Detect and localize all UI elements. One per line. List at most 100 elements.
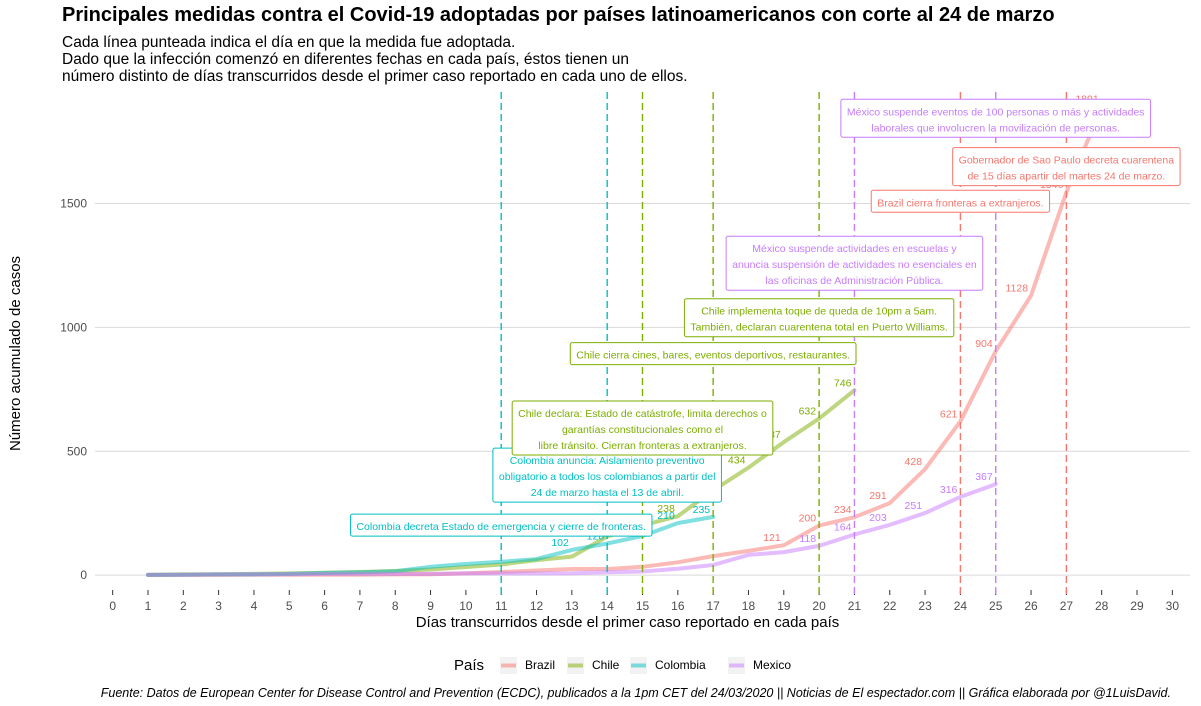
annotation-text-2-0: Chile declara: Estado de catástrofe, lim… — [518, 408, 767, 420]
data-label-colombia-17: 235 — [693, 504, 711, 516]
data-label-chile-21: 746 — [834, 377, 852, 389]
annotation-text-8-1: laborales que involucren la movilización… — [871, 122, 1120, 134]
y-tick-label-500: 500 — [67, 444, 87, 458]
x-tick-label-7: 7 — [357, 599, 364, 613]
annotation-2: Chile declara: Estado de catástrofe, lim… — [511, 400, 774, 456]
annotation-box-2 — [511, 400, 774, 456]
x-tick-label-18: 18 — [742, 599, 756, 613]
x-tick-label-6: 6 — [321, 599, 328, 613]
x-tick-label-22: 22 — [883, 599, 897, 613]
annotation-text-2-1: garantías constitucionales como el — [562, 424, 723, 436]
y-tick-label-0: 0 — [80, 568, 87, 582]
annotation-text-4-1: También, declaran cuarentena total en Pu… — [690, 322, 947, 334]
data-label-brazil-24: 621 — [940, 408, 958, 420]
data-label-colombia-13: 102 — [551, 537, 569, 549]
annotation-text-7-1: de 15 días apartir del martes 24 de marz… — [967, 171, 1165, 183]
annotation-1: Colombia anuncia: Aislamiento preventivo… — [492, 447, 722, 503]
annotation-box-5 — [725, 235, 984, 291]
annotation-box-7 — [952, 147, 1181, 187]
annotation-3: Chile cierra cines, bares, eventos depor… — [569, 342, 857, 366]
annotation-text-2-2: libre tránsito. Cierran fronteras a extr… — [538, 440, 746, 452]
data-label-chile-20: 632 — [799, 406, 817, 418]
data-label-brazil-22: 291 — [869, 490, 887, 502]
annotation-4: Chile implementa toque de queda de 10pm … — [683, 298, 955, 338]
x-tick-label-13: 13 — [565, 599, 579, 613]
data-label-mexico-25: 367 — [975, 471, 993, 483]
x-tick-label-24: 24 — [954, 599, 968, 613]
annotation-0: Colombia decreta Estado de emergencia y … — [349, 513, 653, 537]
data-label-mexico-22: 203 — [869, 512, 887, 524]
annotation-text-1-1: obligatorio a todos los colombianos a pa… — [499, 471, 716, 483]
data-label-chile-18: 434 — [728, 455, 746, 467]
x-tick-label-25: 25 — [989, 599, 1003, 613]
x-tick-label-27: 27 — [1060, 599, 1074, 613]
x-tick-label-26: 26 — [1024, 599, 1038, 613]
annotation-box-4 — [683, 298, 955, 338]
x-tick-label-21: 21 — [848, 599, 862, 613]
x-tick-label-19: 19 — [777, 599, 791, 613]
x-tick-label-17: 17 — [706, 599, 720, 613]
data-label-chile-16: 238 — [657, 503, 675, 515]
annotation-text-5-0: México suspende actividades en escuelas … — [752, 243, 957, 255]
data-label-mexico-20: 118 — [799, 533, 816, 545]
y-tick-label-1000: 1000 — [60, 320, 87, 334]
x-tick-label-8: 8 — [392, 599, 399, 613]
x-tick-label-28: 28 — [1095, 599, 1109, 613]
data-label-brazil-21: 234 — [834, 504, 852, 516]
source-caption: Fuente: Datos de European Center for Dis… — [100, 686, 1171, 700]
x-tick-label-12: 12 — [530, 599, 544, 613]
annotation-8: México suspende eventos de 100 personas … — [840, 98, 1152, 138]
x-tick-label-16: 16 — [671, 599, 685, 613]
annotation-7: Gobernador de Sao Paulo decreta cuarente… — [952, 147, 1181, 187]
subtitle-line-3: número distinto de días transcurridos de… — [62, 68, 688, 85]
annotation-text-4-0: Chile implementa toque de queda de 10pm … — [701, 306, 937, 318]
annotation-box-0 — [349, 513, 653, 537]
data-label-brazil-23: 428 — [905, 456, 923, 468]
annotation-text-5-2: las oficinas de Administración Pública. — [765, 275, 943, 287]
data-label-brazil-26: 1128 — [1005, 283, 1028, 295]
data-label-brazil-19: 121 — [763, 532, 781, 544]
x-tick-label-1: 1 — [145, 599, 152, 613]
subtitle-line-1: Cada línea punteada indica el día en que… — [62, 34, 516, 51]
annotation-text-3-0: Chile cierra cines, bares, eventos depor… — [576, 350, 850, 362]
legend-label-colombia: Colombia — [655, 658, 706, 672]
data-label-brazil-20: 200 — [799, 513, 817, 525]
data-label-brazil-25: 904 — [975, 338, 993, 350]
subtitle-line-2: Dado que la infección comenzó en diferen… — [62, 51, 629, 68]
annotation-text-5-1: anuncia suspensión de actividades no ese… — [732, 259, 977, 271]
annotation-text-7-0: Gobernador de Sao Paulo decreta cuarente… — [959, 155, 1175, 167]
x-tick-label-2: 2 — [180, 599, 187, 613]
data-label-colombia-16: 210 — [657, 510, 675, 522]
annotation-text-0-0: Colombia decreta Estado de emergencia y … — [356, 521, 645, 533]
annotation-6: Brazil cierra fronteras a extranjeros. — [870, 189, 1051, 213]
x-tick-label-29: 29 — [1130, 599, 1144, 613]
data-label-mexico-23: 251 — [905, 500, 923, 512]
legend-label-mexico: Mexico — [753, 658, 791, 672]
x-axis-title: Días transcurridos desde el primer caso … — [416, 614, 840, 631]
x-tick-label-15: 15 — [636, 599, 650, 613]
x-tick-label-0: 0 — [109, 599, 116, 613]
y-axis-title: Número acumulado de casos — [7, 256, 24, 451]
x-tick-label-3: 3 — [215, 599, 222, 613]
legend-title: País — [454, 657, 484, 674]
annotation-text-6-0: Brazil cierra fronteras a extranjeros. — [877, 197, 1043, 209]
x-tick-label-9: 9 — [427, 599, 434, 613]
annotation-text-1-2: 24 de marzo hasta el 13 de abril. — [531, 487, 684, 499]
annotation-box-3 — [569, 342, 857, 366]
annotation-box-8 — [840, 98, 1152, 138]
legend-label-chile: Chile — [592, 658, 620, 672]
data-label-mexico-21: 164 — [834, 522, 852, 534]
x-tick-label-23: 23 — [918, 599, 932, 613]
annotation-box-6 — [870, 189, 1051, 213]
x-tick-label-4: 4 — [251, 599, 258, 613]
annotation-5: México suspende actividades en escuelas … — [725, 235, 984, 291]
annotation-text-1-0: Colombia anuncia: Aislamiento preventivo — [510, 455, 705, 467]
x-tick-label-14: 14 — [600, 599, 614, 613]
chart-title: Principales medidas contra el Covid-19 a… — [62, 4, 1055, 26]
legend: País Brazil Chile Colombia Mexico — [454, 657, 791, 674]
x-tick-label-30: 30 — [1166, 599, 1180, 613]
x-tick-label-11: 11 — [495, 599, 508, 613]
x-tick-label-5: 5 — [286, 599, 293, 613]
x-tick-label-10: 10 — [459, 599, 473, 613]
